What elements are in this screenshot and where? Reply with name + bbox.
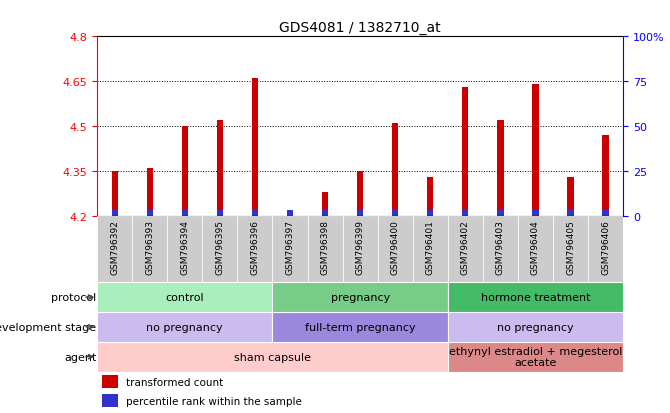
Bar <box>602 136 609 216</box>
Bar <box>252 210 258 216</box>
Text: percentile rank within the sample: percentile rank within the sample <box>126 396 302 406</box>
Bar <box>103 375 118 388</box>
Bar <box>378 216 413 282</box>
Text: GSM796402: GSM796402 <box>461 220 470 274</box>
Text: pregnancy: pregnancy <box>330 292 390 302</box>
Bar <box>273 216 308 282</box>
Bar <box>448 282 623 312</box>
Bar <box>602 210 609 216</box>
Bar <box>132 216 168 282</box>
Bar <box>273 282 448 312</box>
Text: no pregnancy: no pregnancy <box>497 322 574 332</box>
Bar <box>322 192 328 216</box>
Bar <box>448 312 623 342</box>
Bar <box>308 216 342 282</box>
Text: GSM796399: GSM796399 <box>356 220 364 275</box>
Bar <box>462 88 468 216</box>
Bar <box>342 216 378 282</box>
Bar <box>553 216 588 282</box>
Bar <box>427 210 433 216</box>
Bar <box>497 210 504 216</box>
Bar <box>567 210 574 216</box>
Bar <box>97 282 273 312</box>
Bar <box>97 342 448 372</box>
Bar <box>413 216 448 282</box>
Bar <box>462 210 468 216</box>
Text: GSM796401: GSM796401 <box>425 220 435 275</box>
Bar <box>588 216 623 282</box>
Text: no pregnancy: no pregnancy <box>147 322 223 332</box>
Text: GSM796406: GSM796406 <box>601 220 610 275</box>
Bar <box>357 172 363 216</box>
Bar <box>287 214 293 216</box>
Text: GSM796395: GSM796395 <box>215 220 224 275</box>
Text: GSM796403: GSM796403 <box>496 220 505 275</box>
Bar <box>287 210 293 216</box>
Bar <box>147 210 153 216</box>
Bar <box>532 85 539 216</box>
Bar <box>392 124 399 216</box>
Text: ethynyl estradiol + megesterol
acetate: ethynyl estradiol + megesterol acetate <box>449 346 622 368</box>
Bar <box>448 342 623 372</box>
Text: control: control <box>165 292 204 302</box>
Bar <box>448 216 483 282</box>
Bar <box>483 216 518 282</box>
Text: transformed count: transformed count <box>126 377 223 387</box>
Bar <box>216 210 223 216</box>
Text: GSM796393: GSM796393 <box>145 220 154 275</box>
Bar <box>567 178 574 216</box>
Text: GSM796404: GSM796404 <box>531 220 540 274</box>
Bar <box>168 216 202 282</box>
Text: agent: agent <box>64 352 96 362</box>
Bar <box>111 172 118 216</box>
Bar <box>322 210 328 216</box>
Bar <box>182 127 188 216</box>
Text: GSM796394: GSM796394 <box>180 220 190 275</box>
Bar <box>252 79 258 216</box>
Text: hormone treatment: hormone treatment <box>480 292 590 302</box>
Bar <box>237 216 273 282</box>
Bar <box>103 394 118 407</box>
Text: sham capsule: sham capsule <box>234 352 311 362</box>
Text: protocol: protocol <box>51 292 96 302</box>
Bar <box>532 210 539 216</box>
Text: GSM796397: GSM796397 <box>285 220 295 275</box>
Text: GSM796398: GSM796398 <box>320 220 330 275</box>
Bar <box>427 178 433 216</box>
Bar <box>518 216 553 282</box>
Text: full-term pregnancy: full-term pregnancy <box>305 322 415 332</box>
Bar <box>216 121 223 216</box>
Bar <box>97 216 132 282</box>
Text: development stage: development stage <box>0 322 96 332</box>
Bar <box>147 169 153 216</box>
Text: GSM796392: GSM796392 <box>110 220 119 275</box>
Bar <box>202 216 237 282</box>
Text: GSM796396: GSM796396 <box>251 220 259 275</box>
Bar <box>497 121 504 216</box>
Text: GSM796400: GSM796400 <box>391 220 400 275</box>
Bar <box>392 210 399 216</box>
Text: GSM796405: GSM796405 <box>566 220 575 275</box>
Bar <box>273 312 448 342</box>
Bar <box>357 210 363 216</box>
Title: GDS4081 / 1382710_at: GDS4081 / 1382710_at <box>279 21 441 35</box>
Bar <box>97 312 273 342</box>
Bar <box>111 210 118 216</box>
Bar <box>182 210 188 216</box>
